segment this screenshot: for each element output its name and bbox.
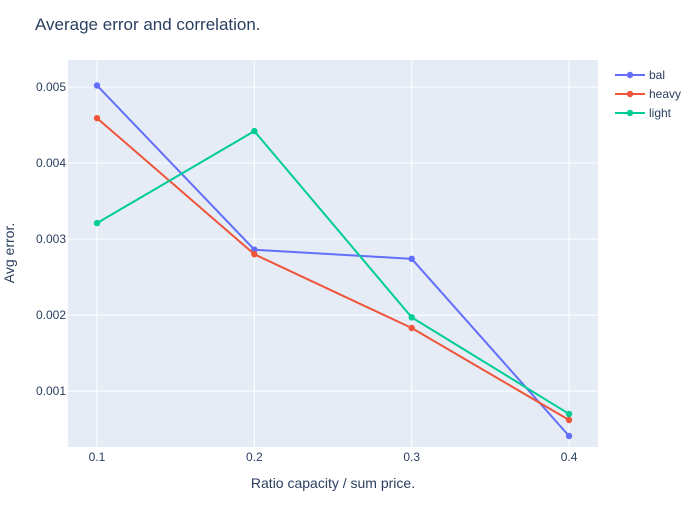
x-tick-label: 0.3	[403, 450, 420, 464]
data-point-heavy[interactable]	[565, 416, 573, 424]
y-axis-ticks: 0.001 0.002 0.003 0.004 0.005	[36, 80, 66, 398]
data-point-light[interactable]	[408, 314, 415, 321]
legend-label: heavy	[649, 87, 681, 101]
chart-title: Average error and correlation.	[35, 15, 261, 34]
data-point-heavy[interactable]	[408, 324, 415, 332]
series-lines	[93, 82, 573, 440]
y-tick-label: 0.005	[36, 80, 66, 94]
legend-marker	[626, 71, 634, 79]
legend-label: light	[649, 106, 672, 120]
legend[interactable]: bal heavy light	[615, 68, 681, 120]
x-axis-title: Ratio capacity / sum price.	[251, 475, 415, 491]
series-heavy	[93, 114, 573, 424]
x-tick-label: 0.1	[89, 450, 106, 464]
data-point-bal[interactable]	[251, 246, 258, 253]
legend-marker	[626, 109, 634, 117]
legend-item-heavy[interactable]: heavy	[615, 87, 681, 101]
y-axis-title: Avg error.	[1, 223, 17, 283]
data-point-light[interactable]	[565, 410, 573, 418]
legend-label: bal	[649, 68, 665, 82]
grid-lines	[68, 60, 598, 447]
legend-item-light[interactable]: light	[615, 106, 672, 120]
legend-marker	[626, 90, 634, 98]
data-point-bal[interactable]	[565, 432, 573, 440]
x-tick-label: 0.4	[561, 450, 578, 464]
y-tick-label: 0.001	[36, 384, 66, 398]
y-tick-label: 0.004	[36, 156, 66, 170]
data-point-light[interactable]	[93, 219, 101, 227]
y-tick-label: 0.002	[36, 308, 66, 322]
series-line-light	[96, 130, 570, 415]
series-bal	[93, 82, 573, 440]
data-point-bal[interactable]	[408, 255, 415, 263]
x-axis-ticks: 0.1 0.2 0.3 0.4	[89, 450, 578, 464]
data-point-light[interactable]	[251, 127, 258, 135]
series-line-heavy	[96, 117, 570, 421]
series-line-bal	[96, 84, 570, 437]
y-tick-label: 0.003	[36, 232, 66, 246]
legend-item-bal[interactable]: bal	[615, 68, 665, 82]
series-light	[93, 127, 573, 418]
data-point-heavy[interactable]	[93, 114, 101, 122]
data-point-heavy[interactable]	[251, 251, 258, 258]
data-point-bal[interactable]	[93, 82, 101, 89]
x-tick-label: 0.2	[246, 450, 263, 464]
